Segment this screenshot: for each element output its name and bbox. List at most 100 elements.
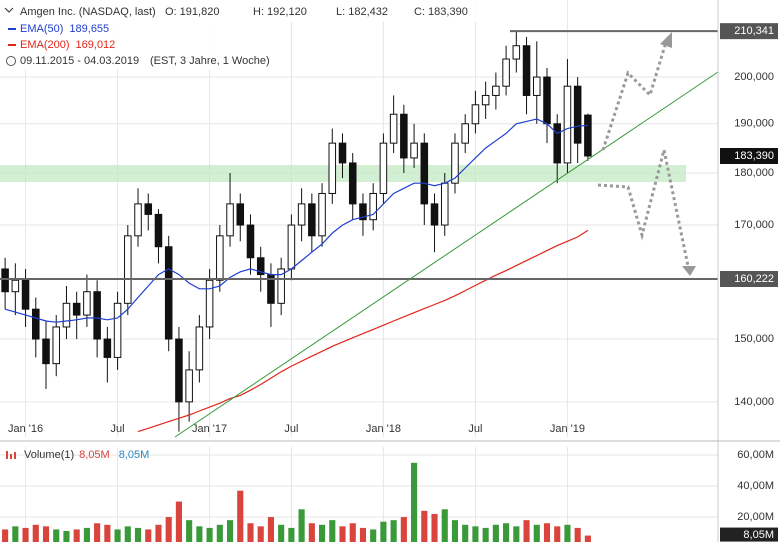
- header-bg: [0, 0, 480, 22]
- candle-body: [420, 142, 429, 205]
- volume-bar: [175, 501, 182, 542]
- candle-body: [522, 45, 531, 96]
- volume-bar: [339, 526, 346, 542]
- candle-body: [451, 142, 459, 184]
- arrow-head: [682, 266, 696, 276]
- candle-body: [83, 291, 91, 316]
- volume-bar: [462, 524, 469, 542]
- legend-label: EMA(200): [20, 39, 70, 51]
- candle-body: [553, 123, 561, 164]
- volume-bar: [226, 520, 234, 542]
- candle-body: [154, 213, 163, 248]
- level-label: 160,222: [734, 273, 774, 285]
- candle-body: [205, 279, 214, 328]
- volume-bar: [513, 526, 520, 542]
- volume-last-bg: [720, 527, 778, 542]
- volume-bar: [472, 526, 479, 542]
- y-tick-label: 20,00M: [737, 511, 774, 523]
- candle-body: [103, 338, 112, 358]
- candle-body: [236, 203, 245, 226]
- volume-bar: [73, 529, 80, 542]
- trend-line: [174, 71, 719, 438]
- volume-bar: [94, 523, 101, 542]
- candle-body: [492, 85, 500, 96]
- candle-body: [195, 326, 204, 371]
- volume-bar: [318, 524, 326, 542]
- volume-bar: [155, 524, 162, 542]
- level-label-bg: [720, 270, 778, 287]
- candle-body: [410, 142, 418, 159]
- volume-title: Volume(1): [24, 449, 74, 461]
- ema-line: [137, 229, 589, 433]
- candle-body: [440, 182, 449, 226]
- y-tick-label: 60,00M: [737, 449, 774, 461]
- volume-bar: [359, 527, 367, 542]
- candle-body: [52, 326, 61, 365]
- candle-body: [584, 114, 592, 157]
- candle-body: [246, 224, 255, 259]
- y-tick-label: 170,000: [734, 219, 774, 231]
- volume-bar: [451, 520, 459, 542]
- volume-bar: [32, 524, 39, 542]
- labels: 140,000 150,000 170,000 180,000 190,000 200,0…: [8, 23, 778, 542]
- candle-body: [379, 142, 388, 194]
- volume-bar: [370, 529, 377, 542]
- candle-body: [72, 302, 81, 316]
- volume-bar: [104, 524, 111, 542]
- plot: [0, 30, 718, 542]
- volume-bar: [584, 535, 591, 542]
- candle-body: [175, 338, 183, 403]
- volume-icon: [6, 451, 8, 459]
- candle-body: [42, 338, 50, 365]
- candle-body: [1, 268, 9, 293]
- volume-value: 8,05M: [119, 449, 150, 461]
- volume-bar: [12, 526, 19, 542]
- volume-bar: [165, 517, 172, 542]
- candle-body: [134, 203, 142, 237]
- volume-bar: [329, 520, 336, 542]
- y-tick-label: 190,000: [734, 118, 774, 130]
- candle-body: [308, 203, 316, 237]
- x-tick-label: Jan '18: [366, 423, 401, 435]
- volume-bar: [431, 513, 438, 542]
- candle-body: [461, 123, 469, 144]
- volume-icon: [10, 454, 12, 459]
- candle-body: [338, 142, 347, 164]
- volume-bar: [42, 526, 50, 542]
- candle-body: [471, 104, 480, 125]
- candle-body: [287, 224, 296, 270]
- candle-body: [512, 45, 521, 60]
- volume-last-label: 8,05M: [743, 529, 774, 541]
- candle-body: [573, 85, 582, 144]
- candle-body: [328, 142, 337, 194]
- volume-bar: [308, 523, 315, 542]
- chevron: [4, 7, 14, 13]
- candle-body: [11, 279, 20, 293]
- candle-body: [277, 268, 285, 304]
- volume-bar: [411, 462, 418, 542]
- candle-body: [124, 235, 132, 304]
- candle-body: [318, 192, 326, 237]
- y-tick-label: 150,000: [734, 333, 774, 345]
- volume-bar: [400, 517, 407, 542]
- candle-body: [297, 203, 306, 226]
- candle-body: [389, 113, 398, 144]
- candle-body: [32, 308, 40, 340]
- candle-body: [21, 279, 30, 310]
- volume-bar: [134, 527, 142, 542]
- candle-body: [164, 246, 173, 340]
- instrument-title: Amgen Inc. (NASDAQ, last): [20, 6, 156, 18]
- y-tick-label: 200,000: [734, 71, 774, 83]
- volume-bar: [145, 529, 152, 542]
- volume-bar: [441, 509, 448, 542]
- candle-body: [113, 302, 122, 358]
- candle-body: [93, 291, 101, 340]
- volume-bar: [564, 524, 571, 542]
- candle-body: [226, 203, 234, 237]
- ema-line: [4, 118, 588, 323]
- candle-body: [481, 94, 490, 106]
- candle-body: [62, 302, 71, 328]
- volume-bar: [83, 527, 90, 542]
- date-range: 09.11.2015 - 04.03.2019: [20, 55, 139, 67]
